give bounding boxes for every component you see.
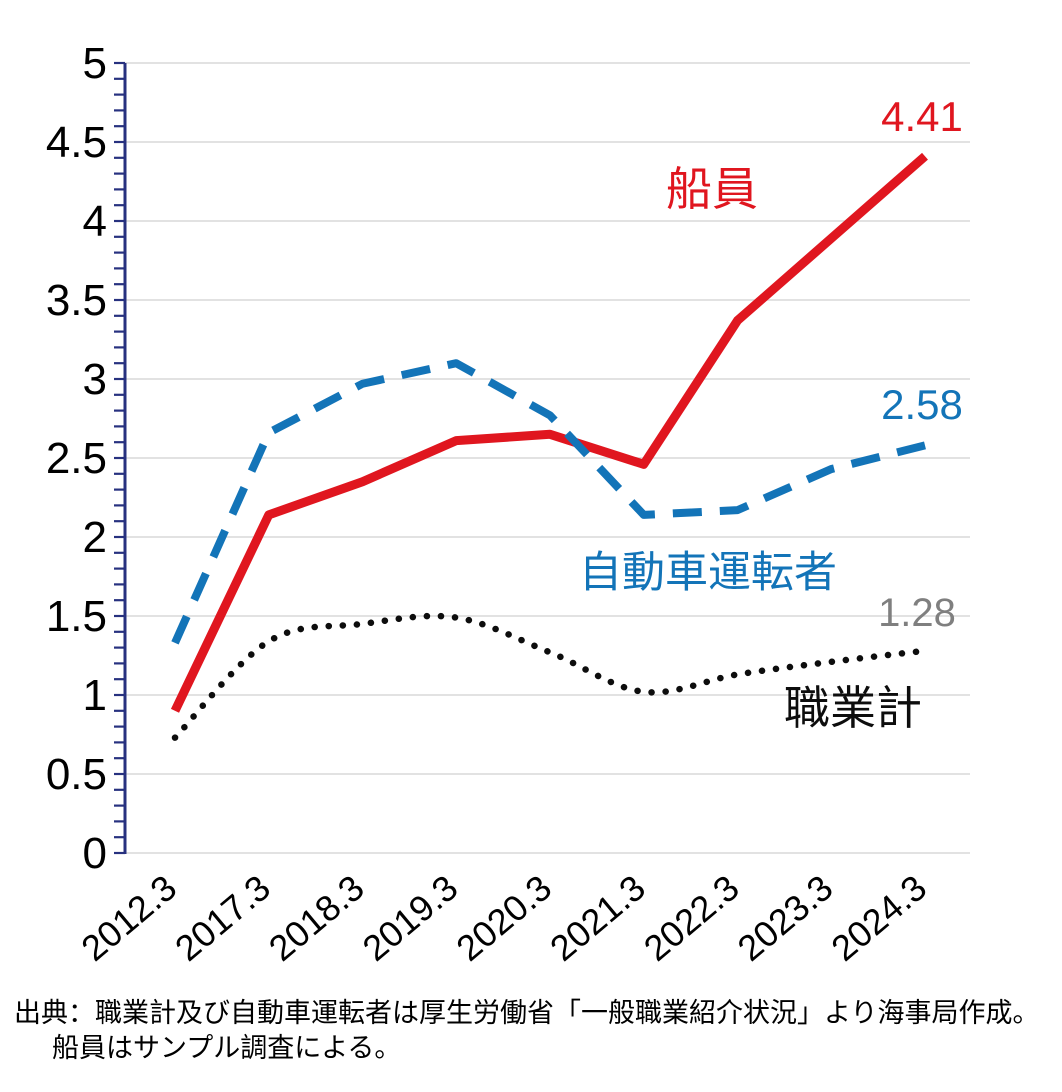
x-tick-label: 2021.3 [542, 867, 653, 969]
x-tick-label: 2018.3 [261, 867, 372, 969]
series-end-value-all-occupations: 1.28 [878, 591, 956, 635]
x-tick-label: 2022.3 [636, 867, 747, 969]
x-tick-label: 2023.3 [730, 867, 841, 969]
series-annotations: 船員 4.41 自動車運転者 2.58 職業計 1.28 [579, 93, 963, 734]
y-tick-label: 2 [83, 513, 107, 562]
source-note-line-1: 出典：職業計及び自動車運転者は厚生労働省「一般職業紹介状況」より海事局作成。 [14, 998, 1039, 1028]
series-label-auto-drivers: 自動車運転者 [579, 549, 837, 597]
x-tick-label: 2019.3 [355, 867, 466, 969]
y-tick-label: 0.5 [46, 750, 107, 799]
y-axis [114, 61, 127, 855]
y-tick-label: 2.5 [46, 434, 107, 483]
x-tick-label: 2012.3 [73, 867, 184, 969]
series-label-seafarers: 船員 [666, 163, 758, 215]
x-tick-label: 2017.3 [167, 867, 278, 969]
y-tick-label: 3 [83, 355, 107, 404]
y-tick-label: 4.5 [46, 118, 107, 167]
source-note-line-2: 船員はサンプル調査による。 [52, 1033, 401, 1063]
series-lines [170, 152, 929, 741]
y-tick-label: 1 [83, 671, 107, 720]
series-line-auto-drivers [171, 359, 926, 645]
x-tick-label: 2020.3 [448, 867, 559, 969]
y-axis-labels: 0 0.5 1 1.5 2 2.5 3 3.5 4 4.5 5 [46, 39, 107, 878]
y-tick-label: 5 [83, 39, 107, 88]
series-line-all-occupations [171, 612, 929, 741]
series-line-seafarers [170, 152, 928, 713]
y-tick-label: 4 [83, 197, 107, 246]
series-label-all-occupations: 職業計 [784, 682, 922, 734]
gridlines [125, 62, 970, 854]
y-tick-label: 0 [83, 829, 107, 878]
y-tick-label: 1.5 [46, 592, 107, 641]
y-tick-label: 3.5 [46, 276, 107, 325]
x-axis-labels: 2012.32017.32018.32019.32020.32021.32022… [73, 867, 934, 969]
series-end-value-auto-drivers: 2.58 [881, 381, 963, 428]
x-tick-label: 2024.3 [823, 867, 934, 969]
series-end-value-seafarers: 4.41 [881, 93, 963, 140]
